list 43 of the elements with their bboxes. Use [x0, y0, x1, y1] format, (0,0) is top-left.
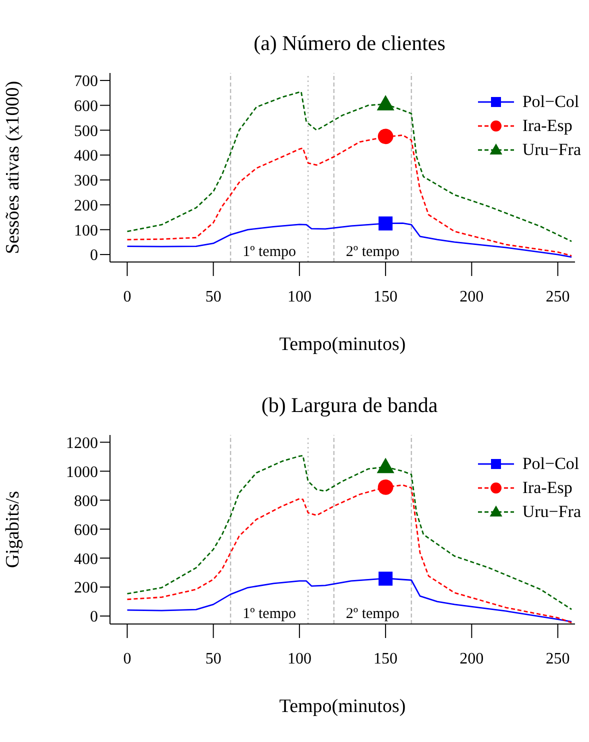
legend-label: Pol−Col [522, 454, 580, 474]
y-tick-label: 200 [74, 197, 98, 214]
y-tick-label: 700 [74, 73, 98, 90]
legend-label: Pol−Col [522, 92, 580, 112]
x-tick-label: 0 [123, 650, 132, 668]
x-tick-label: 200 [460, 288, 484, 306]
y-tick-label: 0 [90, 608, 98, 626]
y-tick-label: 800 [74, 492, 98, 510]
legend-label: Ira-Esp [522, 116, 572, 136]
y-axis-title: Sessões ativas (x1000) [2, 80, 24, 254]
x-tick-label: 150 [374, 288, 398, 306]
chart-title: (a) Número de clientes [252, 30, 446, 57]
x-tick-label: 0 [123, 288, 132, 306]
x-tick-label: 100 [287, 650, 312, 668]
annotation: 2º tempo [346, 606, 400, 622]
annotation: 1º tempo [242, 606, 296, 622]
x-tick-label: 50 [205, 288, 222, 306]
y-tick-label: 0 [90, 247, 98, 264]
x-tick-label: 250 [546, 288, 570, 306]
x-axis-title: Tempo(minutos) [279, 334, 406, 355]
y-tick-label: 200 [74, 580, 98, 597]
y-axis-title: Gigabits/s [2, 490, 24, 568]
y-tick-label: 100 [74, 222, 98, 240]
y-tick-label: 600 [74, 98, 98, 116]
x-tick-label: 150 [374, 650, 398, 668]
x-tick-label: 100 [287, 288, 312, 306]
annotation: 1º tempo [242, 244, 296, 260]
y-tick-label: 500 [74, 122, 98, 140]
chart-title: (b) Largura de banda [260, 392, 439, 419]
y-tick-label: 300 [74, 172, 98, 190]
legend-label: Uru−Fra [522, 140, 581, 160]
x-axis-title: Tempo(minutos) [279, 696, 406, 717]
y-tick-label: 1000 [66, 464, 98, 481]
legend-label: Uru−Fra [522, 502, 581, 522]
x-tick-label: 50 [205, 650, 222, 668]
legend-label: Ira-Esp [522, 478, 572, 498]
y-tick-label: 400 [74, 550, 98, 568]
x-tick-label: 250 [546, 650, 570, 668]
x-tick-label: 200 [460, 650, 484, 668]
y-tick-label: 600 [74, 522, 98, 539]
annotation: 2º tempo [346, 244, 400, 260]
y-tick-label: 400 [74, 148, 98, 165]
y-tick-label: 1200 [66, 434, 98, 452]
